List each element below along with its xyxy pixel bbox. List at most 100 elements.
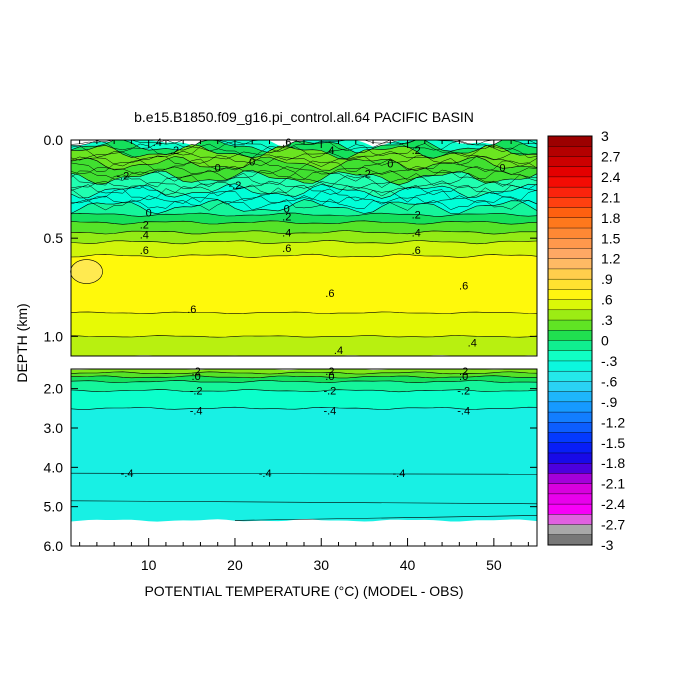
contour-line (70, 380, 538, 384)
contour-line (70, 239, 538, 245)
warm-patch (70, 259, 103, 284)
fill-band (71, 311, 537, 338)
contour-label: .0 (192, 371, 201, 383)
contour-label: .2 (282, 212, 291, 224)
fill-band (71, 380, 537, 392)
contour-label: -.4 (190, 405, 203, 417)
contour-label: .6 (325, 288, 334, 300)
colorbar-cell (547, 463, 593, 474)
x-tick-label: 30 (313, 557, 329, 573)
colorbar-cell (547, 166, 593, 178)
colorbar-cell (547, 503, 593, 515)
contour-label: .6 (187, 304, 196, 316)
contour-line (70, 180, 538, 190)
colorbar-label: -1.5 (601, 435, 625, 451)
contour-label: .2 (170, 145, 179, 157)
colorbar-label: 2.1 (601, 189, 621, 205)
colorbar-cell (547, 156, 593, 168)
colorbar-cell (547, 452, 593, 464)
colorbar-cell (547, 340, 593, 352)
colorbar-cell (547, 473, 593, 485)
contour-label: -.2 (229, 180, 242, 192)
fill-band (71, 407, 537, 522)
colorbar-cell (547, 186, 593, 198)
contour-line (70, 335, 538, 338)
colorbar-cell (547, 146, 593, 157)
contour-label: .6 (412, 245, 421, 257)
contour-label: .6 (282, 243, 291, 255)
colorbar-label: -.9 (601, 394, 618, 410)
contour-label: .2 (192, 366, 201, 378)
contour-label: -.2 (190, 386, 203, 398)
colorbar: 3 2.7 2.4 2.1 1.8 1.5 1.2 .9 .6 .3 0 -.3 -.6 -.9 -1.2 -… (547, 128, 625, 553)
colorbar-cell (547, 289, 593, 301)
colorbar-label: 2.7 (601, 148, 621, 164)
x-tick-label: 50 (486, 557, 502, 573)
colorbar-cell (547, 217, 593, 229)
colorbar-label: 0 (601, 333, 609, 349)
colorbar-label: -.6 (601, 373, 618, 389)
contour-label: .4 (412, 227, 421, 239)
colorbar-cell (547, 176, 593, 188)
colorbar-frame (547, 135, 593, 546)
fill-band (71, 389, 537, 410)
y-tick-label: 5.0 (44, 499, 64, 515)
fill-band (71, 371, 537, 378)
contour-label: 0 (284, 204, 290, 216)
colorbar-cell (547, 258, 593, 270)
contour-label: -.4 (323, 405, 336, 417)
x-axis-label: POTENTIAL TEMPERATURE (°C) (MODEL - OBS) (144, 583, 463, 599)
colorbar-cell (547, 534, 593, 546)
colorbar-label: 1.5 (601, 230, 621, 246)
contour-label: .0 (459, 371, 468, 383)
lower-contours (70, 371, 538, 521)
contour-line (70, 220, 538, 225)
contour-line (70, 169, 538, 182)
colorbar-cell (547, 514, 593, 526)
colorbar-label: 1.8 (601, 210, 621, 226)
contour-line (70, 375, 537, 379)
colorbar-cell (547, 442, 593, 454)
fill-band (71, 140, 537, 153)
contour-label: .2 (459, 366, 468, 378)
lower-y-ticks: 2.0 3.0 4.0 5.0 6.0 (44, 381, 537, 554)
colorbar-cell (547, 268, 593, 280)
contour-line (70, 172, 538, 188)
x-tick-label: 10 (141, 557, 157, 573)
contour-line (70, 500, 538, 505)
colorbar-cell (547, 135, 593, 147)
contour-line (70, 154, 538, 167)
colorbar-cell (547, 248, 593, 260)
colorbar-cell (547, 432, 593, 444)
upper-fill (70, 140, 537, 356)
contour-label: -.4 (259, 468, 272, 480)
contour-line (70, 406, 538, 410)
colorbar-label: -2.7 (601, 517, 625, 533)
lower-contour-labels: .2.2.2.0.0.0-.2 -.2 -.2-.4 -.4 -.4-.4 -.4 -.4 (121, 366, 470, 480)
contour-line (70, 198, 538, 211)
fill-band (71, 254, 537, 314)
colorbar-cell (547, 370, 593, 382)
colorbar-label: 1.2 (601, 251, 621, 267)
contour-label: .4 (334, 345, 343, 357)
colorbar-label: .3 (601, 312, 613, 328)
contour-line (70, 472, 538, 475)
contour-label: -.2 (358, 168, 371, 180)
colorbar-cell (547, 493, 593, 505)
contour-line (70, 389, 538, 393)
fill-band (71, 335, 537, 356)
x-ticks: 10 20 30 40 50 (79, 140, 529, 573)
colorbar-cell (547, 524, 593, 536)
contour-label: .6 (140, 245, 149, 257)
colorbar-label: -1.2 (601, 414, 625, 430)
contour-label: 0 (387, 159, 393, 171)
contour-label: .6 (459, 280, 468, 292)
colorbar-cell (547, 197, 593, 209)
upper-y-ticks: 0.0 0.5 1.0 (44, 132, 537, 344)
colorbar-cell (547, 207, 593, 219)
contour-label: 0 (499, 162, 505, 174)
colorbar-cell (547, 330, 593, 341)
y-tick-label: 3.0 (44, 420, 64, 436)
fill-band (71, 140, 537, 159)
